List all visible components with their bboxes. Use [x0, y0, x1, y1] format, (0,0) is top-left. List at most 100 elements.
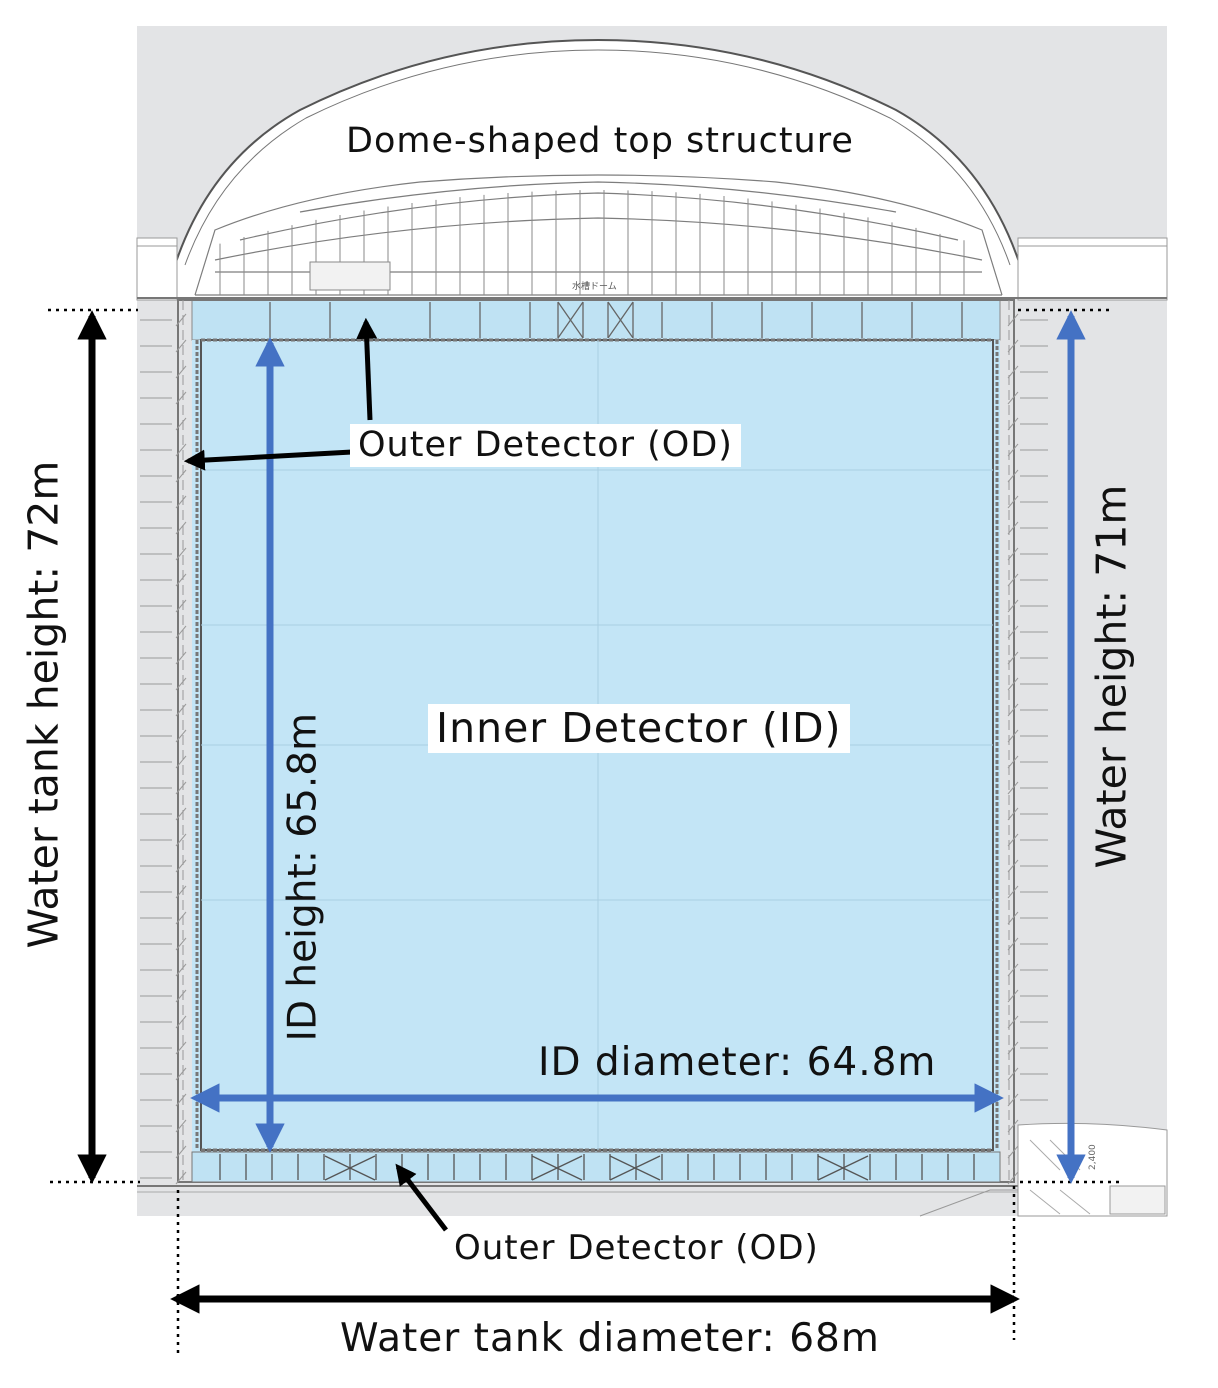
small-dim-label: 2,400	[1088, 1144, 1098, 1170]
structure-line	[175, 573, 187, 587]
structure-line	[175, 547, 187, 561]
structure-line	[1007, 1171, 1019, 1185]
tank-diameter-label: Water tank diameter: 68m	[340, 1316, 880, 1361]
structure-line	[1007, 937, 1019, 951]
structure-line	[1007, 625, 1019, 639]
structure-line	[1007, 391, 1019, 405]
structure-line	[175, 391, 187, 405]
structure-line	[1007, 807, 1019, 821]
bottom-od-crosses	[324, 1155, 869, 1181]
structure-line	[1007, 547, 1019, 561]
structure-line	[175, 1093, 187, 1107]
pmt-rows	[195, 338, 999, 1152]
structure-line	[175, 313, 187, 327]
structure-line	[1007, 989, 1019, 1003]
top-od-cross-2	[607, 301, 634, 339]
structure-line	[324, 1155, 376, 1181]
structure-line	[1007, 1041, 1019, 1055]
structure-line	[1007, 963, 1019, 977]
structure-line	[175, 625, 187, 639]
structure-line	[609, 1155, 661, 1181]
structure-line	[175, 729, 187, 743]
base-plinth	[1109, 1185, 1166, 1215]
structure-line	[1007, 1093, 1019, 1107]
structure-line	[175, 417, 187, 431]
structure-line	[1007, 703, 1019, 717]
dome-interior	[175, 40, 1020, 298]
structure-line	[1007, 911, 1019, 925]
structure-line	[175, 963, 187, 977]
structure-line	[175, 1171, 187, 1185]
id-height-label: ID height: 65.8m	[280, 712, 326, 1042]
structure-line	[175, 599, 187, 613]
structure-line	[175, 1067, 187, 1081]
structure-line	[1007, 599, 1019, 613]
structure-line	[1007, 885, 1019, 899]
structure-line	[1007, 1119, 1019, 1133]
structure-line	[175, 1145, 187, 1159]
dome-service-block	[309, 261, 391, 291]
structure-line	[1007, 469, 1019, 483]
od-top-label: Outer Detector (OD)	[350, 424, 741, 467]
inner-detector-label: Inner Detector (ID)	[428, 704, 850, 753]
ground-left	[136, 237, 178, 301]
wall-hatch-left	[140, 313, 187, 1185]
od-top-pointer-left	[183, 449, 353, 471]
od-top-pointer-up	[356, 317, 378, 421]
structure-line	[175, 781, 187, 795]
structure-line	[1007, 417, 1019, 431]
base-slope	[919, 1189, 1018, 1217]
structure-line	[1007, 521, 1019, 535]
structure-line	[1007, 1067, 1019, 1081]
structure-line	[175, 703, 187, 717]
od-bottom-pointer	[395, 1163, 448, 1232]
structure-line	[175, 911, 187, 925]
structure-line	[175, 833, 187, 847]
structure-line	[175, 1041, 187, 1055]
structure-line	[175, 365, 187, 379]
top-od-layer	[191, 299, 1001, 341]
top-od-posts	[269, 302, 963, 338]
structure-line	[175, 859, 187, 873]
structure-line	[1007, 833, 1019, 847]
structure-line	[1007, 729, 1019, 743]
structure-line	[175, 521, 187, 535]
structure-line	[1007, 755, 1019, 769]
structure-line	[1007, 1015, 1019, 1029]
structure-line	[1007, 313, 1019, 327]
structure-line	[175, 807, 187, 821]
structure-line	[175, 443, 187, 457]
structure-line	[175, 469, 187, 483]
structure-line	[175, 937, 187, 951]
structure-line	[1007, 781, 1019, 795]
structure-line	[1007, 859, 1019, 873]
structure-line	[175, 495, 187, 509]
structure-line	[1007, 443, 1019, 457]
structure-line	[531, 1155, 583, 1181]
structure-line	[1007, 339, 1019, 353]
bottom-od-posts	[219, 1154, 975, 1180]
structure-line	[175, 651, 187, 665]
dome-label: Dome-shaped top structure	[346, 121, 854, 161]
structure-line	[175, 885, 187, 899]
structure-line	[1007, 1145, 1019, 1159]
bottom-od-layer	[191, 1151, 1001, 1183]
water-height-label: Water height: 71m	[1087, 484, 1136, 869]
structure-line	[1007, 495, 1019, 509]
id-diameter-label: ID diameter: 64.8m	[538, 1040, 937, 1085]
structure-line	[1007, 651, 1019, 665]
structure-line	[817, 1155, 869, 1181]
structure-line	[1007, 677, 1019, 691]
structure-line	[1007, 365, 1019, 379]
dome-arch-inner	[184, 49, 1011, 266]
tank-height-label: Water tank height: 72m	[19, 460, 68, 949]
structure-line	[175, 339, 187, 353]
top-od-cross-1	[557, 301, 584, 339]
dome-arch	[174, 38, 1021, 266]
structure-line	[175, 1119, 187, 1133]
ground-right	[1017, 237, 1168, 301]
od-bottom-label: Outer Detector (OD)	[454, 1228, 819, 1268]
structure-line	[175, 677, 187, 691]
